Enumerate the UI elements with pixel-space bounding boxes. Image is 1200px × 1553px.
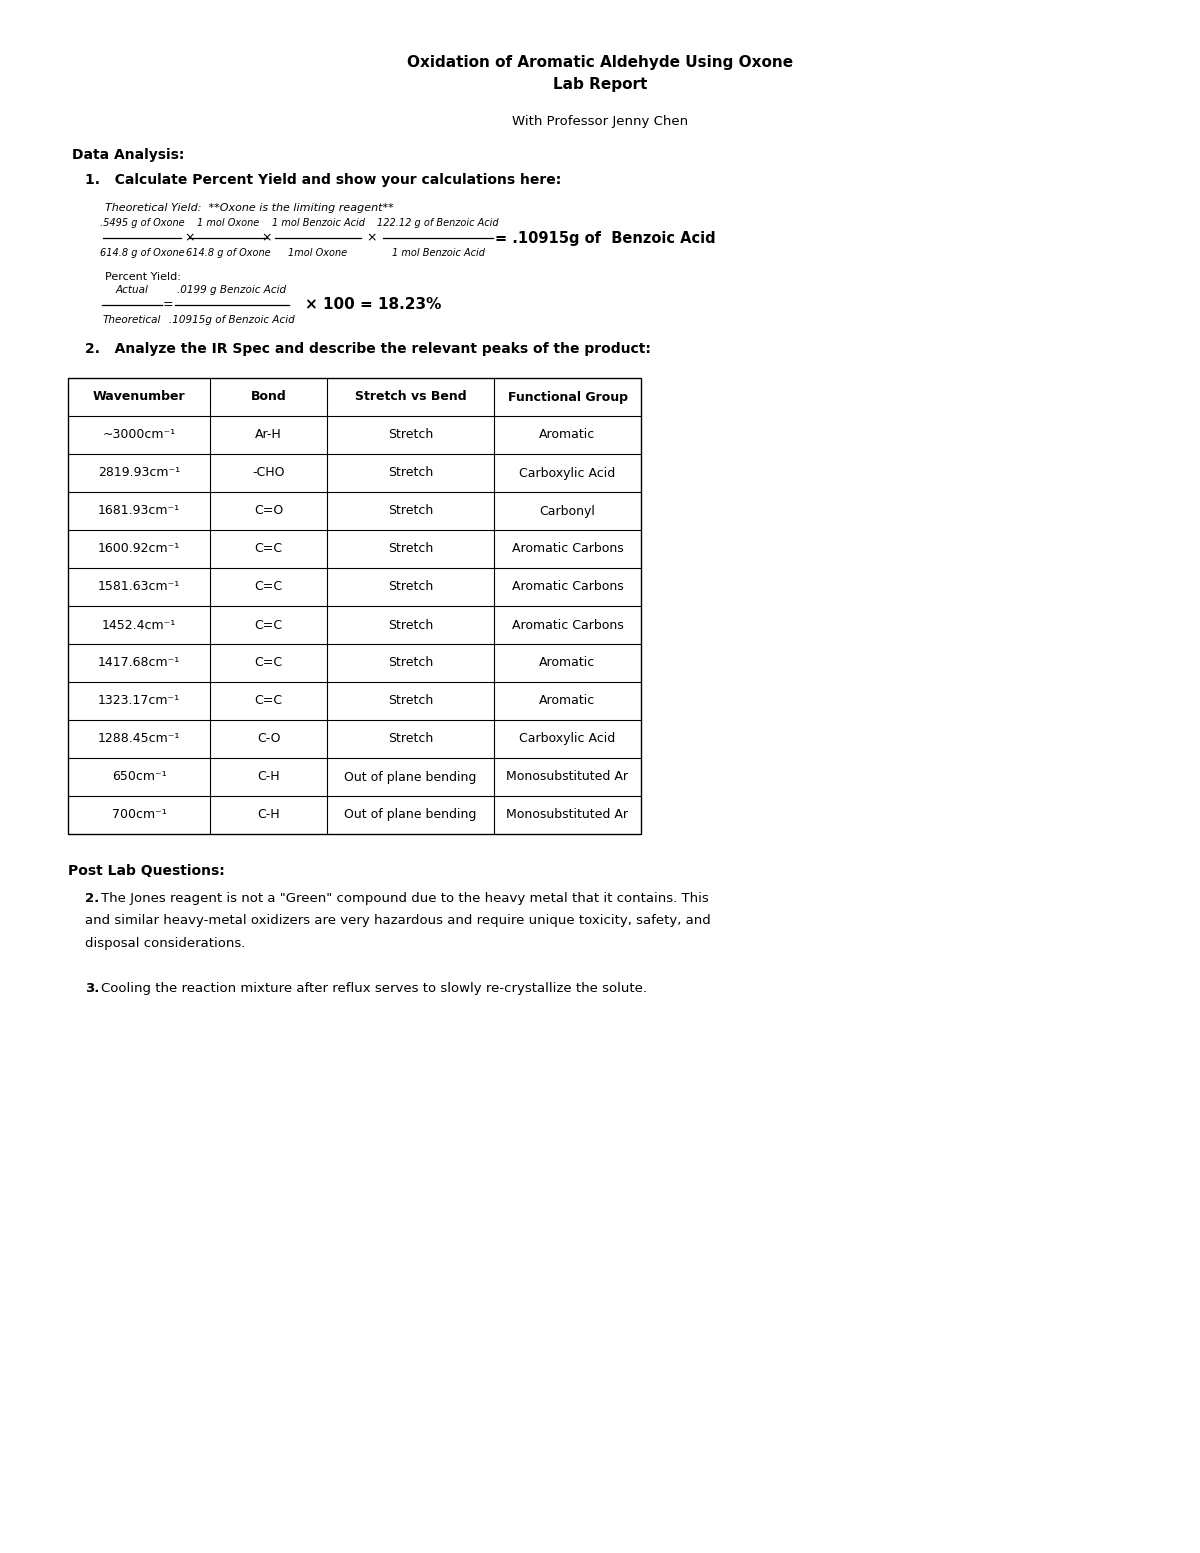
Text: 700cm⁻¹: 700cm⁻¹	[112, 809, 167, 822]
Text: 1.   Calculate Percent Yield and show your calculations here:: 1. Calculate Percent Yield and show your…	[85, 172, 562, 186]
Text: Actual: Actual	[115, 286, 149, 295]
Text: Monosubstituted Ar: Monosubstituted Ar	[506, 809, 629, 822]
Text: 650cm⁻¹: 650cm⁻¹	[112, 770, 167, 784]
Text: 3.: 3.	[85, 981, 100, 994]
Text: Stretch: Stretch	[388, 618, 433, 632]
Text: 1 mol Oxone: 1 mol Oxone	[197, 217, 259, 228]
Text: 1323.17cm⁻¹: 1323.17cm⁻¹	[98, 694, 180, 708]
Text: Aromatic: Aromatic	[539, 657, 595, 669]
Text: Stretch: Stretch	[388, 733, 433, 745]
Text: Bond: Bond	[251, 390, 287, 404]
Text: 1 mol Benzoic Acid: 1 mol Benzoic Acid	[271, 217, 365, 228]
Text: The Jones reagent is not a "Green" compound due to the heavy metal that it conta: The Jones reagent is not a "Green" compo…	[101, 891, 709, 905]
Text: C=C: C=C	[254, 694, 282, 708]
Text: and similar heavy-metal oxidizers are very hazardous and require unique toxicity: and similar heavy-metal oxidizers are ve…	[85, 915, 710, 927]
Text: Aromatic: Aromatic	[539, 429, 595, 441]
Text: C=C: C=C	[254, 542, 282, 556]
Text: With Professor Jenny Chen: With Professor Jenny Chen	[512, 115, 688, 127]
Text: Functional Group: Functional Group	[508, 390, 628, 404]
Text: Stretch: Stretch	[388, 581, 433, 593]
Bar	[68, 377, 641, 834]
Text: Theoretical Yield:  **Oxone is the limiting reagent**: Theoretical Yield: **Oxone is the limiti…	[106, 203, 394, 213]
Text: ×: ×	[185, 231, 196, 244]
Text: 614.8 g of Oxone: 614.8 g of Oxone	[186, 248, 270, 258]
Text: .5495 g of Oxone: .5495 g of Oxone	[100, 217, 185, 228]
Text: C=C: C=C	[254, 581, 282, 593]
Text: -CHO: -CHO	[252, 466, 284, 480]
Text: disposal considerations.: disposal considerations.	[85, 936, 245, 950]
Text: Carboxylic Acid: Carboxylic Acid	[520, 733, 616, 745]
Text: C-H: C-H	[257, 809, 280, 822]
Text: 1417.68cm⁻¹: 1417.68cm⁻¹	[98, 657, 180, 669]
Text: 1mol Oxone: 1mol Oxone	[288, 248, 348, 258]
Text: 1288.45cm⁻¹: 1288.45cm⁻¹	[98, 733, 180, 745]
Text: Stretch: Stretch	[388, 694, 433, 708]
Text: 2.: 2.	[85, 891, 100, 905]
Text: C=O: C=O	[254, 505, 283, 517]
Text: Monosubstituted Ar: Monosubstituted Ar	[506, 770, 629, 784]
Text: =: =	[163, 298, 173, 312]
Text: 1681.93cm⁻¹: 1681.93cm⁻¹	[98, 505, 180, 517]
Text: Percent Yield:: Percent Yield:	[106, 272, 181, 283]
Text: C-H: C-H	[257, 770, 280, 784]
Text: Aromatic Carbons: Aromatic Carbons	[511, 581, 623, 593]
Text: C=C: C=C	[254, 657, 282, 669]
Text: .10915g of Benzoic Acid: .10915g of Benzoic Acid	[169, 315, 295, 325]
Text: Aromatic Carbons: Aromatic Carbons	[511, 618, 623, 632]
Text: Out of plane bending: Out of plane bending	[344, 809, 476, 822]
Text: Post Lab Questions:: Post Lab Questions:	[68, 863, 224, 877]
Text: 2819.93cm⁻¹: 2819.93cm⁻¹	[98, 466, 180, 480]
Text: Stretch: Stretch	[388, 505, 433, 517]
Text: × 100 = 18.23%: × 100 = 18.23%	[305, 298, 442, 312]
Text: Stretch: Stretch	[388, 542, 433, 556]
Text: Stretch: Stretch	[388, 466, 433, 480]
Text: 2.   Analyze the IR Spec and describe the relevant peaks of the product:: 2. Analyze the IR Spec and describe the …	[85, 342, 650, 356]
Text: Stretch: Stretch	[388, 429, 433, 441]
Text: Carbonyl: Carbonyl	[540, 505, 595, 517]
Text: C=C: C=C	[254, 618, 282, 632]
Text: Cooling the reaction mixture after reflux serves to slowly re-crystallize the so: Cooling the reaction mixture after reflu…	[101, 981, 647, 994]
Text: Ar-H: Ar-H	[256, 429, 282, 441]
Text: ×: ×	[367, 231, 377, 244]
Text: Wavenumber: Wavenumber	[92, 390, 185, 404]
Text: ×: ×	[262, 231, 272, 244]
Text: 122.12 g of Benzoic Acid: 122.12 g of Benzoic Acid	[377, 217, 499, 228]
Text: 1600.92cm⁻¹: 1600.92cm⁻¹	[98, 542, 180, 556]
Text: Carboxylic Acid: Carboxylic Acid	[520, 466, 616, 480]
Text: = .10915g of  Benzoic Acid: = .10915g of Benzoic Acid	[496, 230, 715, 245]
Text: 614.8 g of Oxone: 614.8 g of Oxone	[100, 248, 185, 258]
Text: Stretch: Stretch	[388, 657, 433, 669]
Text: ~3000cm⁻¹: ~3000cm⁻¹	[102, 429, 175, 441]
Text: Out of plane bending: Out of plane bending	[344, 770, 476, 784]
Text: 1581.63cm⁻¹: 1581.63cm⁻¹	[98, 581, 180, 593]
Text: Stretch vs Bend: Stretch vs Bend	[355, 390, 467, 404]
Text: 1 mol Benzoic Acid: 1 mol Benzoic Acid	[391, 248, 485, 258]
Text: Lab Report: Lab Report	[553, 78, 647, 92]
Text: Data Analysis:: Data Analysis:	[72, 148, 185, 162]
Text: Aromatic Carbons: Aromatic Carbons	[511, 542, 623, 556]
Text: 1452.4cm⁻¹: 1452.4cm⁻¹	[102, 618, 176, 632]
Text: Oxidation of Aromatic Aldehyde Using Oxone: Oxidation of Aromatic Aldehyde Using Oxo…	[407, 54, 793, 70]
Text: C-O: C-O	[257, 733, 281, 745]
Text: Theoretical: Theoretical	[103, 315, 161, 325]
Text: .0199 g Benzoic Acid: .0199 g Benzoic Acid	[178, 286, 287, 295]
Text: Aromatic: Aromatic	[539, 694, 595, 708]
